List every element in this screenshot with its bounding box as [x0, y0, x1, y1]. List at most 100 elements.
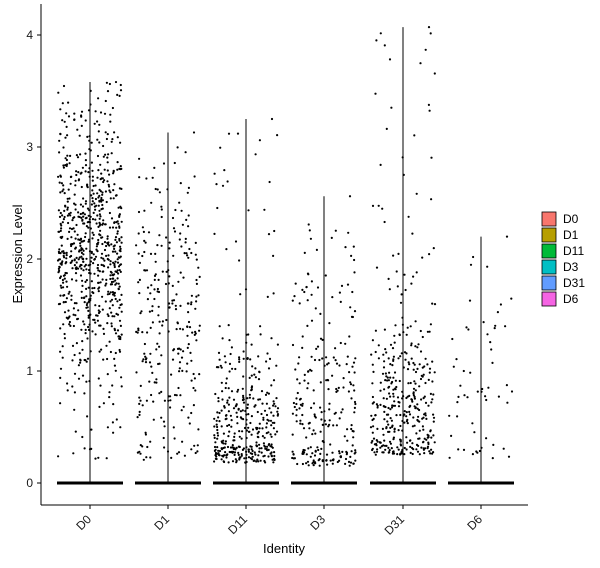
data-point [59, 222, 62, 225]
data-point [345, 450, 348, 453]
data-point [97, 196, 100, 199]
data-point [237, 453, 240, 456]
data-point [370, 414, 373, 417]
data-point [93, 202, 96, 205]
data-point [409, 381, 412, 385]
data-point [396, 446, 399, 449]
data-point [305, 436, 308, 439]
data-point [506, 401, 509, 404]
data-point [328, 402, 331, 405]
data-point [119, 324, 122, 327]
data-point [309, 237, 312, 240]
data-point [215, 419, 218, 422]
data-point [221, 454, 224, 457]
data-point [66, 206, 69, 209]
data-point [224, 451, 227, 454]
data-point [388, 440, 392, 443]
data-point [213, 434, 216, 437]
data-point [96, 214, 99, 217]
data-point [92, 291, 95, 295]
data-point [271, 458, 274, 461]
data-point [65, 297, 68, 300]
data-point [138, 410, 141, 413]
data-point [102, 144, 105, 148]
data-point [154, 252, 157, 255]
data-point [401, 397, 404, 400]
data-point [87, 316, 90, 319]
data-point [108, 211, 111, 215]
data-point [193, 175, 196, 178]
data-point [70, 236, 73, 239]
data-point [114, 250, 117, 253]
data-point [61, 250, 64, 253]
data-point [476, 451, 479, 454]
data-point [167, 269, 170, 272]
data-point [97, 311, 101, 315]
data-point [66, 237, 69, 240]
data-point [61, 102, 64, 105]
data-point [350, 424, 353, 427]
data-point [269, 419, 273, 422]
data-point [389, 395, 392, 398]
data-point [120, 220, 123, 223]
data-point [214, 451, 217, 455]
data-point [87, 314, 90, 317]
data-point [171, 358, 175, 361]
data-point [423, 452, 426, 455]
data-point [184, 237, 187, 240]
data-point [103, 265, 106, 268]
data-point [388, 449, 391, 452]
data-point [240, 453, 243, 456]
data-point [141, 360, 144, 363]
data-point [419, 377, 423, 381]
data-point [73, 202, 76, 205]
data-point [197, 294, 200, 297]
data-point [145, 456, 148, 459]
data-point [412, 361, 415, 365]
data-point [86, 302, 89, 305]
data-point [176, 146, 179, 149]
data-point [349, 461, 353, 464]
data-point [298, 356, 301, 359]
data-point [119, 263, 123, 266]
legend-item-d1: D1 [541, 227, 579, 243]
data-point [216, 431, 219, 435]
data-point [315, 347, 318, 350]
data-point [408, 394, 411, 397]
data-point [143, 209, 146, 212]
data-point [117, 206, 120, 209]
data-point [379, 381, 382, 384]
data-point [381, 427, 384, 430]
data-point [329, 459, 332, 462]
data-point [421, 441, 425, 444]
data-point [265, 447, 268, 450]
data-point [224, 440, 227, 443]
data-point [456, 415, 459, 418]
data-point [242, 394, 245, 397]
data-point [68, 290, 71, 293]
data-point [141, 404, 144, 407]
data-point [172, 349, 175, 352]
data-point [401, 316, 404, 319]
data-point [371, 395, 374, 399]
data-point [422, 373, 425, 376]
data-point [107, 153, 110, 156]
data-point [485, 398, 488, 402]
data-point [116, 93, 119, 96]
data-point [119, 168, 122, 171]
data-point [250, 448, 253, 451]
data-point [335, 362, 339, 365]
data-point [408, 413, 412, 416]
data-point [87, 328, 91, 331]
data-point [181, 369, 184, 372]
data-point [379, 441, 382, 444]
data-point [118, 256, 121, 259]
data-point [94, 321, 97, 324]
data-point [154, 260, 157, 263]
data-point [168, 275, 171, 278]
data-point [75, 223, 78, 227]
data-point [150, 201, 153, 204]
data-point [234, 367, 237, 371]
data-point [86, 306, 89, 309]
data-point [90, 428, 93, 431]
